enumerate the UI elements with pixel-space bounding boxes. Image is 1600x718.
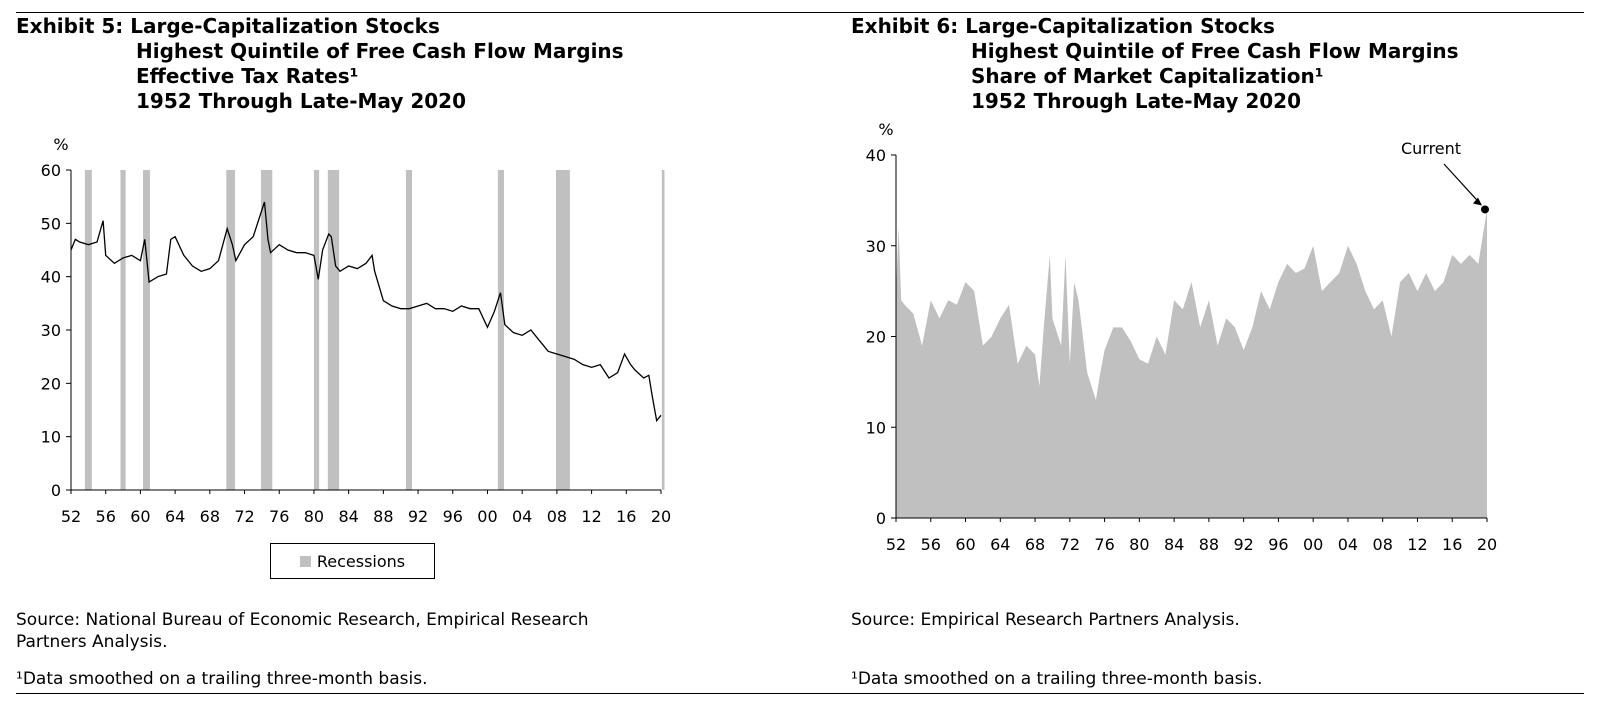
recession-bar bbox=[405, 170, 412, 490]
exhibit-5-chart: 0 10 20 30 40 50 60% 52 56 60 64 68 72 76 80 84 88 92 96 00… bbox=[41, 135, 672, 526]
x-tick-label: 88 bbox=[373, 507, 393, 526]
x-tick-label: 04 bbox=[1338, 535, 1358, 554]
x-tick-label: 88 bbox=[1199, 535, 1219, 554]
y-tick-label: 40 bbox=[41, 268, 61, 287]
recession-bar bbox=[556, 170, 570, 490]
x-tick-label: 56 bbox=[921, 535, 941, 554]
legend-label: Recessions bbox=[316, 551, 406, 571]
y-tick-label: 30 bbox=[866, 237, 886, 256]
x-tick-label: 96 bbox=[443, 507, 463, 526]
exhibit-5-title: Exhibit 5: Large-Capitalization Stocks H… bbox=[16, 14, 624, 114]
x-tick-label: 72 bbox=[1060, 535, 1080, 554]
x-tick-label: 64 bbox=[165, 507, 185, 526]
x-tick-label: 52 bbox=[61, 507, 81, 526]
x-tick-label: 72 bbox=[234, 507, 254, 526]
title-line-1: Exhibit 6: Large-Capitalization Stocks bbox=[851, 14, 1275, 38]
y-tick-label: 50 bbox=[41, 214, 61, 233]
recessions-legend: Recessions bbox=[270, 543, 435, 579]
y-tick-label: 10 bbox=[866, 418, 886, 437]
recession-bar bbox=[261, 170, 273, 490]
x-tick-label: 04 bbox=[512, 507, 532, 526]
recession-bar bbox=[497, 170, 504, 490]
x-tick-label: 52 bbox=[886, 535, 906, 554]
x-tick-label: 60 bbox=[955, 535, 975, 554]
recession-bar bbox=[120, 170, 126, 490]
x-tick-label: 92 bbox=[1233, 535, 1253, 554]
y-axis-unit: % bbox=[878, 120, 893, 139]
footnote-6: ¹Data smoothed on a trailing three-month… bbox=[851, 669, 1263, 689]
x-tick-label: 84 bbox=[1164, 535, 1184, 554]
x-tick-label: 76 bbox=[269, 507, 289, 526]
source-line-2: Partners Analysis. bbox=[16, 632, 168, 652]
recession-bar bbox=[327, 170, 340, 490]
x-tick-label: 08 bbox=[547, 507, 567, 526]
x-tick-label: 96 bbox=[1268, 535, 1288, 554]
x-tick-label: 16 bbox=[616, 507, 636, 526]
x-tick-label: 20 bbox=[651, 507, 671, 526]
y-tick-label: 40 bbox=[866, 146, 886, 165]
y-tick-label: 20 bbox=[41, 374, 61, 393]
y-tick-label: 0 bbox=[51, 481, 61, 500]
exhibit-6-panel: Exhibit 6: Large-Capitalization Stocks H… bbox=[851, 12, 1600, 692]
x-tick-label: 68 bbox=[200, 507, 220, 526]
y-tick-label: 60 bbox=[41, 161, 61, 180]
x-tick-label: 12 bbox=[1407, 535, 1427, 554]
x-tick-label: 80 bbox=[304, 507, 324, 526]
x-tick-label: 20 bbox=[1477, 535, 1497, 554]
x-tick-label: 64 bbox=[990, 535, 1010, 554]
recession-bar bbox=[84, 170, 92, 490]
current-arrow-head bbox=[1473, 197, 1482, 206]
title-line-3: Share of Market Capitalization¹ bbox=[971, 64, 1324, 88]
source-note-6: Source: Empirical Research Partners Anal… bbox=[851, 610, 1240, 630]
title-line-4: 1952 Through Late-May 2020 bbox=[136, 89, 466, 113]
x-tick-label: 92 bbox=[408, 507, 428, 526]
tax-rate-line bbox=[70, 201, 662, 423]
title-line-2: Highest Quintile of Free Cash Flow Margi… bbox=[971, 39, 1459, 63]
source-line-1: Source: National Bureau of Economic Rese… bbox=[16, 610, 589, 630]
x-tick-label: 68 bbox=[1025, 535, 1045, 554]
x-tick-label: 00 bbox=[477, 507, 497, 526]
current-annotation: Current bbox=[1401, 139, 1461, 158]
title-line-4: 1952 Through Late-May 2020 bbox=[971, 89, 1301, 113]
x-tick-label: 84 bbox=[338, 507, 358, 526]
recession-bar bbox=[143, 170, 150, 490]
y-tick-label: 30 bbox=[41, 321, 61, 340]
title-line-1: Exhibit 5: Large-Capitalization Stocks bbox=[16, 14, 440, 38]
top-rule bbox=[16, 12, 1584, 13]
recession-bar bbox=[661, 170, 665, 490]
x-tick-label: 56 bbox=[96, 507, 116, 526]
x-tick-label: 00 bbox=[1303, 535, 1323, 554]
x-tick-label: 08 bbox=[1373, 535, 1393, 554]
source-note-5: Source: National Bureau of Economic Rese… bbox=[16, 609, 589, 653]
recession-swatch bbox=[299, 555, 311, 567]
exhibit-6-chart: 0 10 20 30 40% 52 56 60 64 68 72 76 80 84 88 92 96 00 04 08… bbox=[866, 120, 1498, 554]
title-line-2: Highest Quintile of Free Cash Flow Margi… bbox=[136, 39, 624, 63]
current-point bbox=[1481, 205, 1489, 214]
x-tick-label: 80 bbox=[1129, 535, 1149, 554]
title-line-3: Effective Tax Rates¹ bbox=[136, 64, 359, 88]
x-tick-label: 60 bbox=[130, 507, 150, 526]
exhibit-6-title: Exhibit 6: Large-Capitalization Stocks H… bbox=[851, 14, 1459, 114]
x-tick-label: 12 bbox=[581, 507, 601, 526]
market-cap-area bbox=[896, 209, 1487, 518]
x-tick-label: 16 bbox=[1442, 535, 1462, 554]
recession-bar bbox=[313, 170, 320, 490]
y-tick-label: 20 bbox=[866, 328, 886, 347]
y-axis-unit: % bbox=[53, 135, 68, 154]
current-arrow-shaft bbox=[1443, 163, 1481, 204]
footnote-5: ¹Data smoothed on a trailing three-month… bbox=[16, 669, 428, 689]
bottom-rule bbox=[16, 693, 1584, 694]
x-tick-label: 76 bbox=[1094, 535, 1114, 554]
recession-bar bbox=[226, 170, 235, 490]
y-tick-label: 0 bbox=[876, 509, 886, 528]
y-tick-label: 10 bbox=[41, 428, 61, 447]
exhibit-5-panel: Exhibit 5: Large-Capitalization Stocks H… bbox=[16, 12, 776, 692]
